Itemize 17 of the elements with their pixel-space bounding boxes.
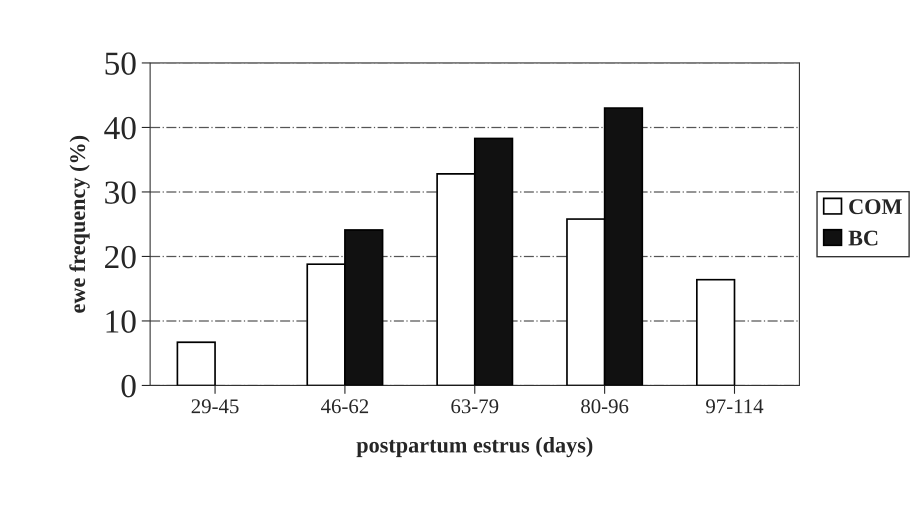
bar (696, 278, 736, 386)
legend-label: COM (849, 199, 902, 214)
x-tick-label: 63-79 (451, 399, 498, 414)
y-tick-label: 0 (122, 374, 136, 398)
y-tick-label: 30 (105, 181, 136, 204)
x-tick-label: 97-114 (706, 399, 764, 414)
y-tick-label: 40 (104, 116, 136, 140)
x-axis-title: postpartum estrus (days) (356, 436, 592, 458)
legend-label: BC (848, 230, 878, 246)
bar (176, 341, 216, 386)
x-tick-label: 29-45 (192, 399, 239, 414)
y-tick-label: 50 (106, 52, 136, 75)
x-tick-label: 46-62 (321, 399, 368, 414)
x-tick-label: 80-96 (581, 399, 628, 414)
y-axis-title: ewe frequency (%) (69, 136, 90, 313)
y-tick-label: 10 (106, 310, 136, 333)
y-tick-label: 20 (105, 246, 136, 268)
